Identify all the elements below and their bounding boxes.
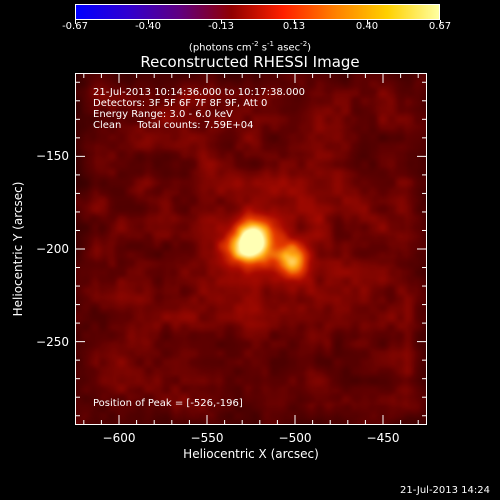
info-total-counts: Clean Total counts: 7.59E+04 xyxy=(93,120,254,131)
info-energy-range: Energy Range: 3.0 - 6.0 keV xyxy=(93,109,233,120)
colorbar-tick-label: 0.13 xyxy=(282,21,306,32)
colorbar-tick-mark xyxy=(440,20,441,24)
colorbar-tick-label: 0.67 xyxy=(428,21,452,32)
colorbar-tick-label: -0.13 xyxy=(208,21,234,32)
y-axis-label: Heliocentric Y (arcsec) xyxy=(11,181,25,317)
heatmap-image xyxy=(76,74,426,424)
chart-title: Reconstructed RHESSI Image xyxy=(140,53,360,71)
x-tick-label: −450 xyxy=(366,431,400,445)
colorbar-tick-label: -0.67 xyxy=(62,21,88,32)
colorbar-tick-mark xyxy=(75,20,76,24)
x-tick-label: −600 xyxy=(102,431,136,445)
y-tick-label: −200 xyxy=(36,242,69,256)
info-time-range: 21-Jul-2013 10:14:36.000 to 10:17:38.000 xyxy=(93,87,305,98)
info-detectors: Detectors: 3F 5F 6F 7F 8F 9F, Att 0 xyxy=(93,98,268,109)
colorbar-tick-mark xyxy=(294,20,295,24)
y-tick-label: −250 xyxy=(36,334,69,349)
colorbar-tick-mark xyxy=(221,20,222,24)
y-tick-label: −150 xyxy=(36,149,69,164)
timestamp-footer: 21-Jul-2013 14:24 xyxy=(399,485,490,496)
colorbar-tick-mark xyxy=(148,20,149,24)
x-axis-label: Heliocentric X (arcsec) xyxy=(183,447,319,461)
x-tick-label: −550 xyxy=(190,431,224,445)
info-peak-position: Position of Peak = [-526,-196] xyxy=(93,398,243,409)
x-tick-label: −500 xyxy=(278,431,312,445)
colorbar xyxy=(75,4,440,20)
colorbar-tick-mark xyxy=(367,20,368,24)
plot-area: 21-Jul-2013 10:14:36.000 to 10:17:38.000… xyxy=(75,73,427,425)
colorbar-units: (photons cm-2 s-1 asec-2) xyxy=(188,40,312,54)
colorbar-tick-label: -0.40 xyxy=(135,21,161,32)
colorbar-tick-label: 0.40 xyxy=(355,21,379,32)
